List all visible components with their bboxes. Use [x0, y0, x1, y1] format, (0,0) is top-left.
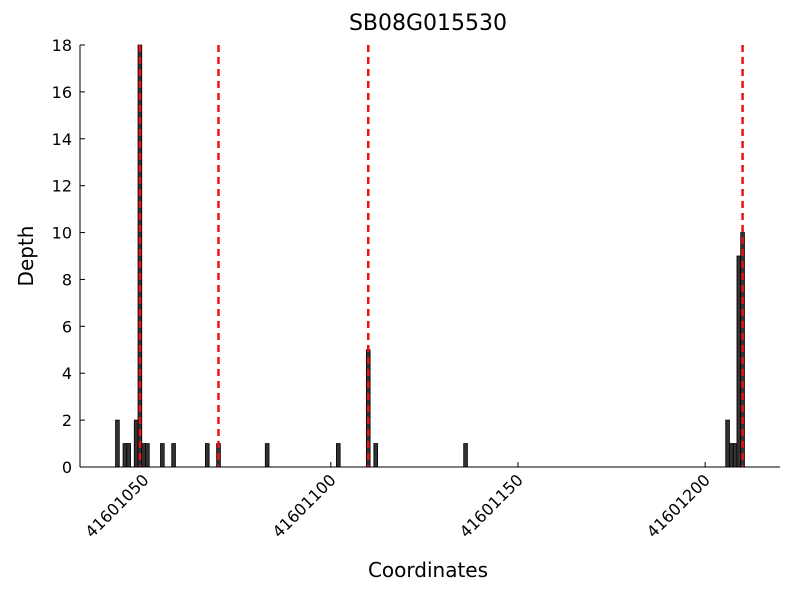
x-tick-label: 41601100 — [269, 470, 340, 541]
bar — [725, 419, 730, 468]
bar — [336, 443, 341, 468]
bar — [115, 419, 120, 468]
y-tick-label: 12 — [52, 177, 72, 196]
x-axis-label: Coordinates — [368, 558, 488, 582]
bar — [141, 443, 146, 468]
y-tick-label: 4 — [62, 364, 72, 383]
bar — [264, 443, 270, 468]
y-axis-label: Depth — [14, 226, 38, 287]
bar — [373, 443, 378, 468]
y-tick-label: 14 — [52, 130, 72, 149]
bar — [133, 419, 139, 468]
bar — [736, 255, 742, 468]
y-tick-label: 18 — [52, 36, 72, 55]
bar — [463, 443, 468, 468]
y-tick-label: 16 — [52, 83, 72, 102]
x-tick-label: 41601150 — [456, 470, 527, 541]
y-tick-label: 2 — [62, 411, 72, 430]
bar — [126, 443, 131, 468]
y-tick-label: 6 — [62, 317, 72, 336]
x-tick-label: 41601200 — [643, 470, 714, 541]
bar — [732, 443, 738, 468]
bar — [729, 443, 734, 468]
y-tick-label: 10 — [52, 224, 72, 243]
bar — [145, 443, 150, 468]
y-tick-label: 0 — [62, 458, 72, 477]
x-tick-label: 41601050 — [81, 470, 152, 541]
bar — [122, 443, 128, 468]
y-tick-label: 8 — [62, 270, 72, 289]
chart-title: SB08G015530 — [349, 11, 507, 36]
bar — [205, 443, 210, 468]
bar — [160, 443, 165, 468]
bar — [171, 443, 176, 468]
